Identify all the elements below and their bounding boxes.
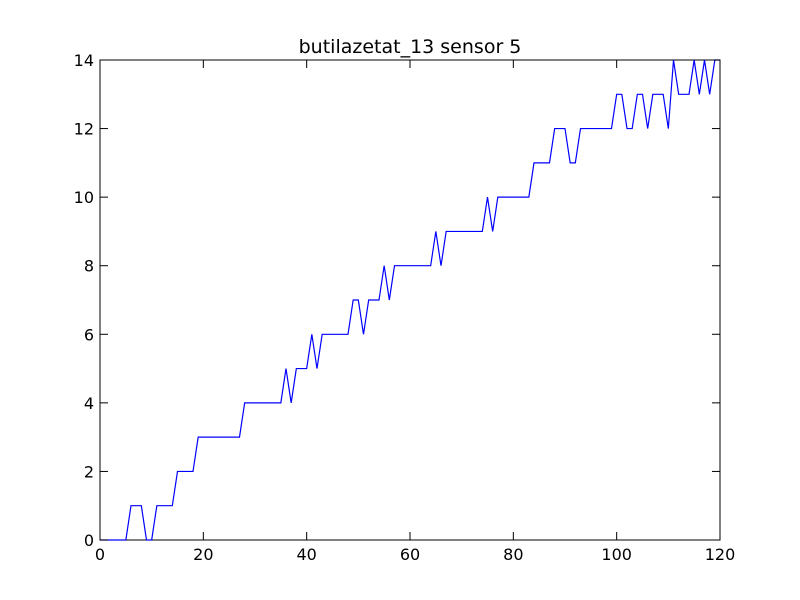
y-tick-label: 10 (74, 188, 94, 207)
series-line-1 (100, 59, 720, 541)
x-tick-label: 60 (400, 545, 420, 564)
plot-frame (99, 59, 721, 541)
y-tick-label: 12 (74, 120, 94, 139)
chart-title: butilazetat_13 sensor 5 (299, 36, 522, 58)
y-tick-label: 6 (84, 325, 94, 344)
data-layer (100, 59, 720, 541)
tick-layer (99, 59, 721, 541)
y-tick-label: 2 (84, 462, 94, 481)
x-tick-label: 0 (95, 545, 105, 564)
y-tick-label: 14 (74, 51, 94, 70)
x-tick-label: 120 (705, 545, 736, 564)
x-tick-label: 40 (296, 545, 316, 564)
x-tick-label: 80 (503, 545, 523, 564)
y-axis-tick-labels: 0 2 4 6 8 10 12 14 (74, 51, 94, 550)
x-tick-label: 20 (193, 545, 213, 564)
x-tick-label: 100 (601, 545, 632, 564)
x-axis-tick-labels: 0 20 40 60 80 100 120 (95, 545, 735, 564)
y-tick-label: 8 (84, 257, 94, 276)
y-tick-label: 4 (84, 394, 94, 413)
y-tick-label: 0 (84, 531, 94, 550)
plot-area (99, 59, 721, 541)
